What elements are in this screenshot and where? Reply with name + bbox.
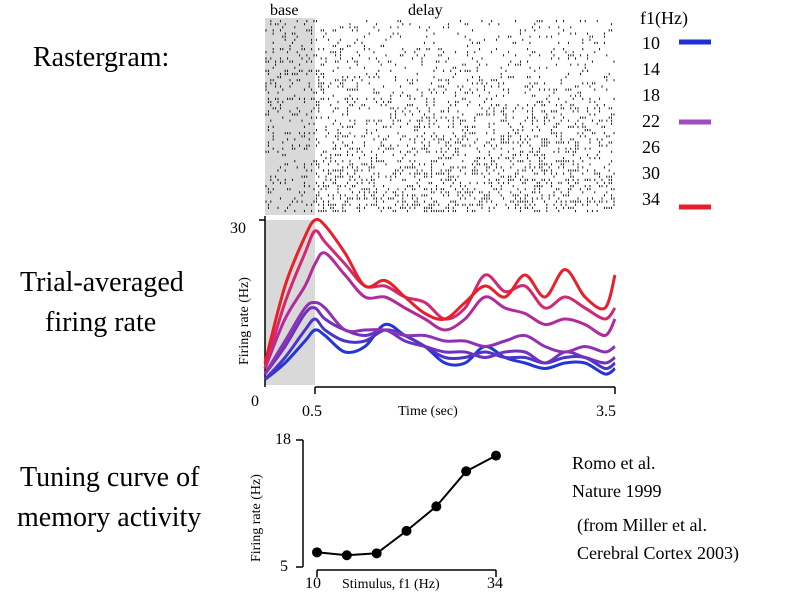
- tc-xtick-10: 10: [305, 575, 321, 592]
- raster-base-label: base: [270, 2, 299, 19]
- legend-entry-34: 34: [642, 189, 660, 209]
- fr-series-34: [263, 217, 617, 364]
- tc-xlabel: Stimulus, f1 (Hz): [342, 577, 440, 592]
- fr-series-30: [263, 229, 617, 369]
- fr-series-22: [263, 300, 616, 375]
- tc-ytick-5: 5: [280, 558, 288, 575]
- firing-rate-title-line2: firing rate: [45, 307, 157, 338]
- raster-spikes: [265, 20, 615, 213]
- tc-point-22: [401, 525, 412, 536]
- citation-line4: Cerebral Cortex 2003): [577, 543, 739, 563]
- tc-ytick-18: 18: [275, 431, 291, 448]
- rastergram-title: Rastergram:: [33, 42, 170, 73]
- tc-point-14: [341, 550, 352, 561]
- firing-rate-title-line1: Trial-averaged: [20, 267, 184, 298]
- fr-series-26: [263, 251, 617, 370]
- fr-ytick-0: 0: [251, 393, 259, 410]
- legend-entry-30: 30: [642, 163, 660, 183]
- fr-xtick-0.5: 0.5: [302, 403, 322, 420]
- raster-delay-label: delay: [408, 2, 443, 19]
- fr-ytick-30: 30: [230, 220, 246, 237]
- citation-line2: Nature 1999: [572, 481, 662, 501]
- citation-line1: Romo et al.: [572, 453, 656, 473]
- legend-title: f1(Hz): [640, 8, 688, 28]
- tuning-title-line2: memory activity: [17, 502, 202, 533]
- legend-entry-18: 18: [642, 85, 660, 105]
- tc-point-34: [491, 450, 501, 461]
- legend-entry-26: 26: [642, 137, 660, 157]
- fr-series-14: [263, 317, 616, 381]
- legend-entry-14: 14: [642, 59, 660, 79]
- fr-series-10: [264, 322, 616, 381]
- fr-xtick-3.5: 3.5: [596, 403, 616, 420]
- citation-line3: (from Miller et al.: [577, 515, 707, 535]
- tc-point-18: [371, 548, 382, 559]
- tc-point-10: [312, 547, 322, 558]
- tuning-title-line1: Tuning curve of: [20, 462, 200, 493]
- tc-xtick-34: 34: [487, 575, 503, 592]
- legend-entry-22: 22: [642, 111, 660, 131]
- fr-xlabel: Time (sec): [398, 404, 458, 419]
- raster-base-shade: [265, 18, 315, 215]
- legend-entry-10: 10: [642, 33, 660, 53]
- tc-point-26: [431, 501, 442, 512]
- tc-point-30: [461, 466, 472, 477]
